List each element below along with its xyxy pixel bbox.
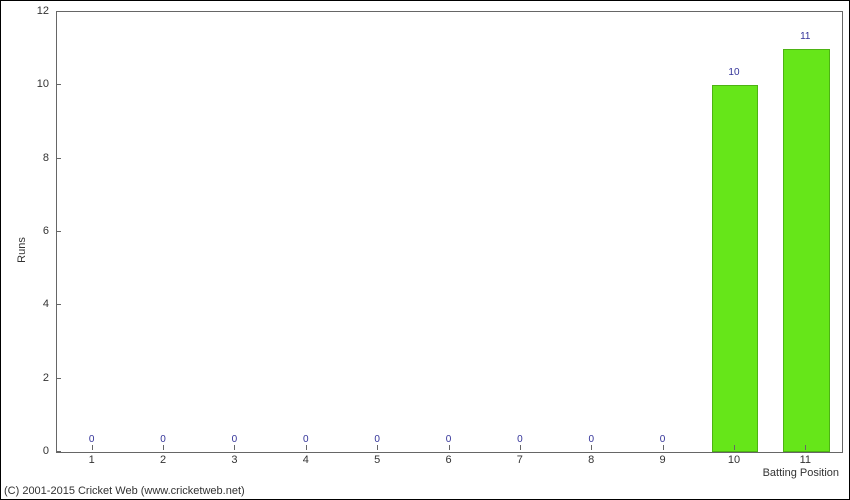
value-label: 0 [374, 434, 380, 445]
value-label: 10 [728, 67, 739, 78]
y-tick-mark [56, 84, 61, 85]
plot-area [56, 11, 843, 453]
y-tick-label: 2 [43, 372, 49, 384]
value-label: 0 [660, 434, 666, 445]
chart-container: Runs Batting Position (C) 2001-2015 Cric… [0, 0, 850, 500]
value-label: 11 [800, 31, 810, 42]
value-label: 0 [446, 434, 452, 445]
copyright-text: (C) 2001-2015 Cricket Web (www.cricketwe… [4, 485, 245, 497]
x-tick-label: 10 [728, 454, 740, 466]
value-label: 0 [517, 434, 523, 445]
y-tick-mark [56, 11, 61, 12]
y-tick-mark [56, 304, 61, 305]
x-tick-mark [92, 445, 93, 450]
y-tick-label: 0 [43, 445, 49, 457]
y-tick-label: 6 [43, 225, 49, 237]
x-tick-label: 8 [588, 454, 594, 466]
x-tick-mark [591, 445, 592, 450]
x-tick-label: 9 [660, 454, 666, 466]
x-tick-label: 6 [445, 454, 451, 466]
x-tick-label: 3 [231, 454, 237, 466]
x-tick-mark [805, 445, 806, 450]
value-label: 0 [588, 434, 594, 445]
x-tick-label: 7 [517, 454, 523, 466]
y-tick-label: 12 [37, 5, 49, 17]
x-tick-mark [449, 445, 450, 450]
y-tick-mark [56, 451, 61, 452]
y-tick-label: 10 [37, 78, 49, 90]
x-tick-label: 2 [160, 454, 166, 466]
value-label: 0 [232, 434, 238, 445]
y-axis-label: Runs [16, 237, 28, 263]
y-tick-mark [56, 231, 61, 232]
x-tick-mark [734, 445, 735, 450]
x-axis-label: Batting Position [763, 467, 839, 479]
y-tick-label: 8 [43, 152, 49, 164]
x-tick-mark [663, 445, 664, 450]
x-tick-label: 4 [303, 454, 309, 466]
y-tick-label: 4 [43, 298, 49, 310]
value-label: 0 [89, 434, 95, 445]
y-tick-mark [56, 378, 61, 379]
x-tick-label: 1 [89, 454, 95, 466]
x-tick-mark [234, 445, 235, 450]
x-tick-label: 11 [800, 454, 811, 466]
x-tick-mark [306, 445, 307, 450]
value-label: 0 [160, 434, 166, 445]
x-tick-mark [520, 445, 521, 450]
value-label: 0 [303, 434, 309, 445]
x-tick-mark [163, 445, 164, 450]
x-tick-mark [377, 445, 378, 450]
y-tick-mark [56, 158, 61, 159]
x-tick-label: 5 [374, 454, 380, 466]
bar [712, 85, 758, 452]
bar [783, 49, 829, 452]
